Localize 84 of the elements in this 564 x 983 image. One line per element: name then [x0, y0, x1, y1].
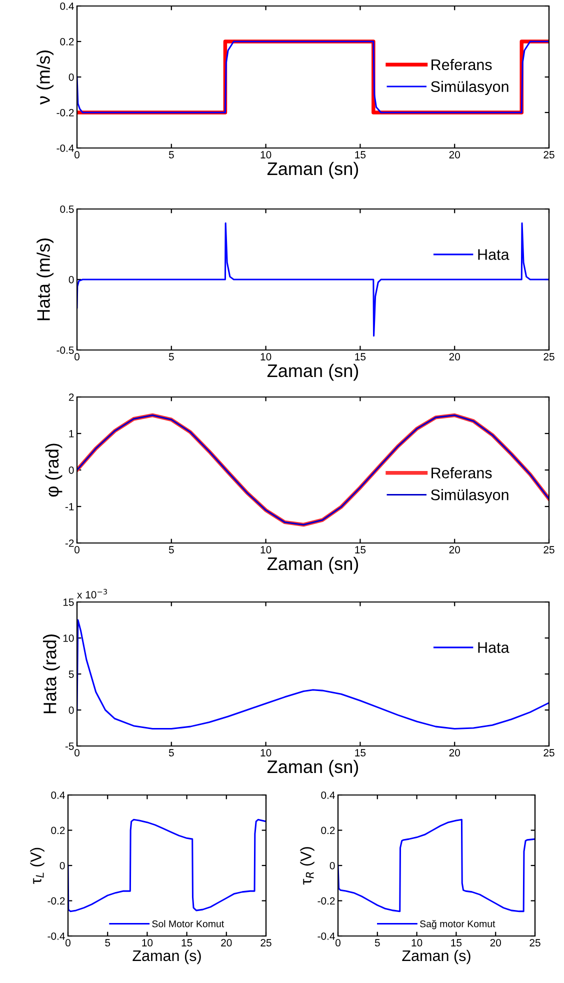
x-tick-label: 15: [355, 353, 366, 360]
x-tick-label: 0: [74, 151, 80, 158]
y-tick-label: 10: [63, 634, 74, 642]
y-tick-label: 2: [68, 394, 74, 401]
x-tick-label: 15: [355, 546, 366, 554]
y-axis-title: τ$_{R}$ (V): [300, 847, 314, 885]
y-tick-label: 15: [63, 598, 74, 606]
y-axis-title: φ (rad): [45, 444, 62, 497]
y-tick-label: 0.2: [51, 826, 65, 834]
y-tick-label: 0: [68, 276, 74, 284]
y-tick-label: 0: [60, 862, 65, 870]
y-tick-label: 0.5: [60, 206, 74, 213]
y-tick-label: 0.2: [321, 826, 335, 834]
x-tick-label: 5: [374, 939, 380, 946]
y-tick-label: 5: [68, 670, 74, 678]
y-axis-title: Hata (m/s): [36, 238, 54, 320]
x-tick-label: 20: [221, 939, 232, 946]
y-tick-label: 0.4: [51, 792, 65, 799]
y-tick-label: 0: [68, 74, 74, 81]
y-tick-label: -0.2: [318, 897, 335, 905]
x-tick-label: 25: [530, 939, 540, 946]
x-tick-label: 5: [168, 151, 174, 158]
x-axis-title: Zaman (sn): [267, 364, 358, 381]
y-axis-title: ν (m/s): [36, 50, 54, 105]
x-tick-label: 10: [142, 939, 153, 946]
x-tick-label: 15: [182, 939, 192, 946]
x-axis-title: Zaman (s): [402, 950, 470, 964]
y-tick-label: -0.2: [48, 897, 65, 905]
x-tick-label: 0: [74, 546, 80, 554]
legend-label: Simülasyon: [431, 489, 508, 504]
x-tick-label: 10: [260, 749, 272, 756]
x-axis-title: Zaman (sn): [267, 760, 358, 777]
x-tick-label: 20: [490, 939, 501, 946]
legend-label: Simülasyon: [431, 80, 508, 96]
x-tick-label: 10: [260, 353, 272, 360]
y-tick-label: -0.5: [56, 346, 74, 354]
x-tick-label: 20: [449, 151, 460, 158]
x-tick-label: 10: [412, 939, 422, 946]
y-tick-label: -0.4: [56, 144, 74, 152]
x-tick-label: 0: [74, 749, 80, 756]
x-tick-label: 20: [449, 546, 460, 554]
y-tick-label: 1: [69, 430, 74, 438]
x-tick-label: 5: [168, 749, 174, 756]
y-tick-label: 0.2: [60, 38, 74, 46]
legend-label: Hata: [478, 249, 510, 260]
legend-label: Referans: [432, 467, 492, 478]
x-tick-label: 0: [74, 353, 80, 360]
x-tick-label: 10: [260, 546, 272, 554]
legend-label: Sağ motor Komut: [420, 920, 496, 930]
x-tick-label: 20: [449, 749, 460, 756]
x-tick-label: 15: [355, 749, 366, 756]
y-tick-label: 0: [68, 466, 74, 474]
y-tick-label: 0: [330, 862, 335, 870]
legend-label: Sol Motor Komut: [152, 920, 224, 928]
x-tick-label: 25: [544, 749, 554, 756]
x-tick-label: 5: [105, 939, 110, 946]
legend-label: Hata: [478, 642, 510, 653]
y-axis-title: τ$_{L}$ (V): [30, 848, 44, 884]
text: x 10$^{−3}$: [77, 588, 107, 598]
y-axis-title: Hata (rad): [43, 634, 60, 714]
x-axis-title: Zaman (s): [132, 950, 201, 964]
y-tick-label: -0.4: [318, 932, 335, 940]
x-tick-label: 0: [336, 939, 340, 946]
x-tick-label: 5: [168, 353, 174, 360]
x-tick-label: 15: [355, 151, 366, 158]
y-tick-label: 0.4: [60, 2, 74, 10]
x-tick-label: 25: [260, 939, 272, 946]
x-axis-title: Zaman (sn): [267, 556, 358, 574]
y-tick-label: 0: [68, 706, 74, 714]
y-tick-label: -0.4: [48, 932, 65, 940]
x-tick-label: 5: [168, 546, 174, 554]
x-tick-label: 20: [449, 353, 460, 360]
y-tick-label: -1: [65, 503, 74, 510]
y-tick-label: -2: [65, 540, 74, 547]
x-tick-label: 25: [544, 546, 554, 554]
x-tick-label: 15: [451, 939, 462, 946]
legend-label: Referans: [432, 58, 492, 70]
y-tick-label: -5: [65, 742, 74, 750]
x-tick-label: 10: [260, 151, 272, 158]
y-tick-label: -0.2: [56, 109, 74, 116]
y-tick-label: 0.4: [321, 792, 335, 799]
x-tick-label: 25: [544, 151, 554, 158]
x-axis-title: Zaman (sn): [267, 162, 358, 179]
x-tick-label: 25: [544, 353, 554, 360]
